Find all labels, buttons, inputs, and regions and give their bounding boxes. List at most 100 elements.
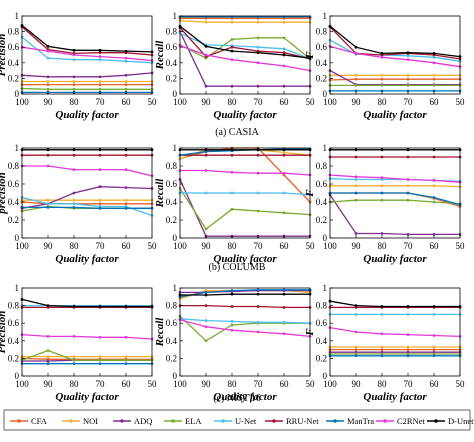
series-line-CFA (329, 78, 460, 81)
series-line-CFA (21, 201, 152, 205)
data-point-C2RNet (204, 169, 208, 172)
data-point-CFA (98, 202, 102, 206)
legend-marker-RRU-Net (272, 419, 276, 423)
data-point-C2RNet (98, 335, 102, 339)
y-tick-label: 0.4 (316, 58, 328, 68)
data-point-NOI (124, 355, 128, 359)
data-point-NOI (98, 80, 102, 83)
data-point-ELA (124, 358, 128, 362)
y-axis-label: Precision (0, 311, 8, 354)
series-line-ELA (21, 87, 152, 90)
y-tick-label: 0.4 (166, 197, 178, 207)
data-point-D-Unet (230, 292, 234, 296)
data-point-U-Net (98, 58, 102, 62)
data-point-U-Net (354, 313, 358, 316)
y-axis-label: Precision (0, 34, 8, 77)
data-point-D-Unet (46, 148, 50, 152)
plot-frame (21, 147, 153, 239)
y-tick-label: 0 (323, 233, 328, 243)
data-point-C2RNet (230, 328, 234, 332)
data-point-CFA (354, 348, 358, 351)
y-tick-label: 1 (173, 283, 178, 293)
legend-label-RRU-Net: RRU-Net (286, 416, 319, 426)
plot-frame (179, 147, 311, 239)
data-point-ADQ (124, 73, 128, 77)
y-tick-label: 1 (15, 143, 20, 153)
data-point-NOI (72, 80, 76, 83)
x-tick-label: 70 (254, 97, 264, 107)
data-point-D-Unet (432, 148, 436, 152)
data-point-C2RNet (98, 168, 102, 171)
legend-label-C2RNet: C2RNet (397, 416, 426, 426)
y-tick-label: 0.2 (8, 353, 19, 363)
series-line-ELA (21, 349, 152, 361)
data-point-ManTra (124, 362, 128, 366)
data-point-C2RNet (230, 58, 234, 62)
y-tick-label: 0.2 (316, 215, 327, 225)
x-tick-label: 50 (306, 97, 316, 107)
data-point-RRU-Net (256, 305, 260, 308)
data-point-D-Unet (354, 304, 358, 307)
y-tick-label: 0.8 (8, 301, 20, 311)
x-tick-label: 50 (306, 379, 316, 389)
data-point-RRU-Net (230, 45, 234, 49)
data-point-C2RNet (406, 58, 410, 62)
data-point-ADQ (432, 233, 436, 236)
y-tick-label: 0 (173, 371, 178, 381)
series-line-C2RNet (21, 333, 153, 340)
data-point-C2RNet (46, 49, 50, 53)
y-tick-label: 0.6 (316, 42, 328, 52)
data-point-U-Net (204, 319, 208, 322)
data-point-D-Unet (282, 292, 286, 296)
series-line-RRU-Net (21, 26, 153, 56)
series-line-ADQ (179, 31, 310, 87)
data-point-CFA (432, 348, 436, 351)
series-line-NOI (330, 185, 461, 188)
data-point-ManTra (380, 191, 384, 195)
data-point-C2RNet (354, 52, 358, 55)
data-point-C2RNet (406, 178, 410, 181)
data-point-ELA (354, 84, 358, 87)
data-point-ELA (230, 38, 234, 41)
x-tick-label: 60 (122, 241, 132, 251)
series-line-ADQ (180, 289, 310, 294)
x-tick-label: 50 (456, 241, 466, 251)
data-point-NOI (354, 73, 358, 77)
data-point-ELA (256, 36, 260, 40)
legend-marker-ADQ (120, 419, 124, 423)
panel-0-0: 0 0.2 0.4 0.6 0.8 1 100 90 80 70 60 50 Precision Qual… (0, 11, 157, 121)
y-tick-label: 0.6 (316, 318, 328, 328)
data-point-ManTra (432, 354, 436, 358)
series-line-NOI (179, 20, 310, 23)
data-point-C2RNet (124, 56, 128, 60)
data-point-C2RNet (380, 176, 384, 180)
x-tick-label: 90 (352, 379, 362, 389)
x-tick-label: 100 (323, 97, 337, 107)
data-point-U-Net (380, 313, 384, 316)
x-tick-label: 50 (148, 379, 158, 389)
data-point-D-Unet (204, 293, 208, 297)
x-tick-label: 90 (44, 379, 54, 389)
data-point-U-Net (72, 202, 76, 206)
data-point-U-Net (282, 191, 286, 195)
data-point-U-Net (256, 45, 260, 49)
data-point-U-Net (406, 54, 410, 58)
x-tick-label: 60 (280, 379, 290, 389)
data-point-ADQ (406, 233, 410, 236)
x-tick-label: 60 (430, 97, 440, 107)
data-point-RRU-Net (256, 153, 260, 157)
y-tick-label: 0.4 (316, 336, 328, 346)
data-point-C2RNet (406, 333, 410, 337)
data-point-RRU-Net (204, 153, 208, 157)
data-point-ManTra (282, 288, 286, 292)
x-tick-label: 80 (228, 97, 238, 107)
y-tick-label: 0.6 (166, 42, 178, 52)
data-point-RRU-Net (354, 155, 358, 159)
series-line-C2RNet (329, 326, 461, 338)
legend-marker-C2RNet (383, 419, 387, 423)
y-tick-label: 0.6 (8, 179, 20, 189)
data-point-C2RNet (354, 330, 358, 334)
series-line-ManTra (179, 289, 310, 298)
series-line-NOI (179, 149, 311, 160)
data-point-C2RNet (230, 170, 234, 174)
